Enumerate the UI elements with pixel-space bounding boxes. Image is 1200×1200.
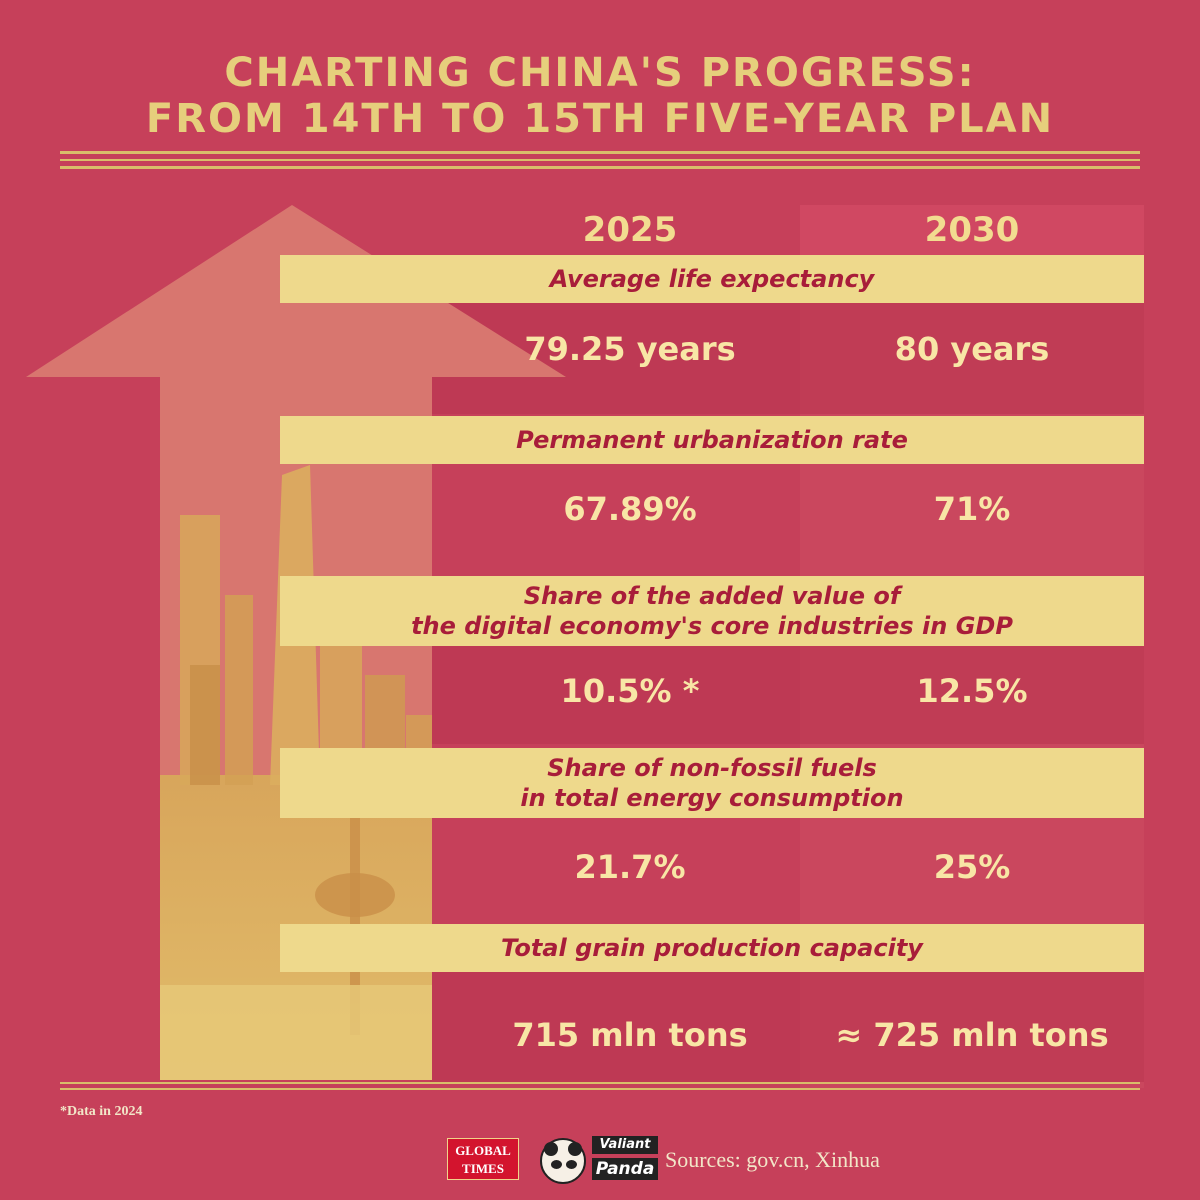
valiant-panda-logo-line: Panda: [592, 1158, 658, 1180]
indicator-label: Permanent urbanization rate: [280, 416, 1144, 464]
title-divider: [60, 151, 1140, 154]
valiant-panda-logo: Valiant Panda: [540, 1132, 658, 1188]
value-2025: 10.5% *: [560, 672, 700, 710]
title-divider: [60, 166, 1140, 169]
value-2025: 715 mln tons: [512, 1016, 748, 1054]
footnote: *Data in 2024: [60, 1104, 143, 1119]
sources-text: Sources: gov.cn, Xinhua: [665, 1147, 880, 1172]
title-line-2: FROM 14TH TO 15TH FIVE-YEAR PLAN: [145, 96, 1055, 142]
row-shade: [430, 970, 1144, 1082]
value-2030: ≈ 725 mln tons: [835, 1016, 1109, 1054]
footer-divider: [60, 1082, 1140, 1084]
indicator-label-line: Share of non-fossil fuels: [547, 754, 877, 782]
value-2025: 79.25 years: [524, 330, 736, 368]
panda-eye-icon: [551, 1160, 562, 1169]
panda-ear-icon: [568, 1142, 582, 1156]
panda-face-icon: [540, 1138, 586, 1184]
value-2025: 21.7%: [574, 848, 686, 886]
footer-divider: [60, 1088, 1140, 1090]
value-2030: 80 years: [894, 330, 1050, 368]
indicator-label-line: the digital economy's core industries in…: [411, 612, 1013, 640]
indicator-label-line: Permanent urbanization rate: [516, 426, 908, 454]
indicator-label: Share of the added value of the digital …: [280, 576, 1144, 646]
indicator-label-line: in total energy consumption: [520, 784, 904, 812]
indicator-label-line: Average life expectancy: [549, 265, 875, 293]
panda-ear-icon: [544, 1142, 558, 1156]
title-divider: [60, 159, 1140, 161]
global-times-logo-line: TIMES: [462, 1161, 504, 1176]
global-times-logo: GLOBAL TIMES: [447, 1138, 519, 1180]
indicator-label: Total grain production capacity: [280, 924, 1144, 972]
indicator-label-line: Total grain production capacity: [501, 934, 923, 962]
value-2025: 67.89%: [563, 490, 697, 528]
indicator-label: Share of non-fossil fuels in total energ…: [280, 748, 1144, 818]
value-2030: 25%: [933, 848, 1011, 886]
row-shade: [430, 644, 1144, 744]
global-times-logo-line: GLOBAL: [455, 1143, 511, 1158]
page-title: CHARTING CHINA'S PROGRESS: FROM 14TH TO …: [0, 50, 1200, 142]
year-2025-header: 2025: [582, 210, 678, 250]
indicator-label: Average life expectancy: [280, 255, 1144, 303]
valiant-panda-logo-line: Valiant: [592, 1136, 658, 1154]
title-line-1: CHARTING CHINA'S PROGRESS:: [224, 50, 976, 96]
value-2030: 12.5%: [916, 672, 1028, 710]
value-2030: 71%: [933, 490, 1011, 528]
panda-eye-icon: [566, 1160, 577, 1169]
indicator-label-line: Share of the added value of: [523, 582, 901, 610]
year-2030-header: 2030: [800, 205, 1144, 255]
row-shade: [430, 296, 1144, 414]
